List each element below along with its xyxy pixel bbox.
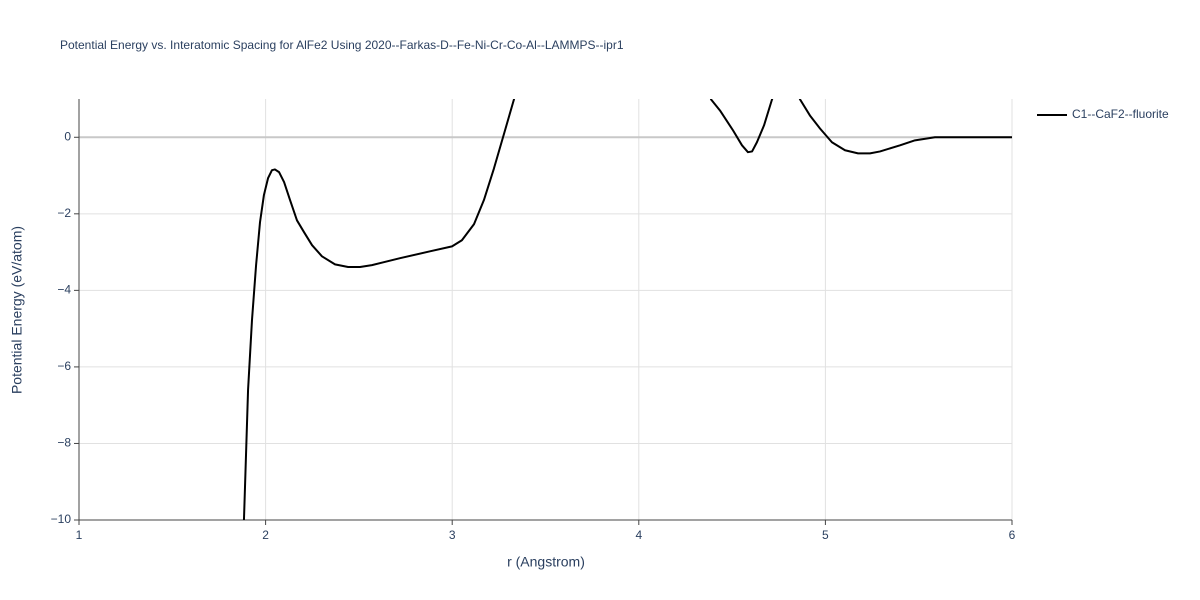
x-tick-label: 5 [822, 528, 829, 542]
y-tick-label: 0 [64, 129, 71, 143]
y-tick-label: −6 [57, 359, 71, 373]
plot-area [242, 99, 1012, 520]
legend-label: C1--CaF2--fluorite [1072, 107, 1169, 121]
x-tick-label: 4 [635, 528, 642, 542]
y-tick-label: −4 [57, 283, 71, 297]
x-tick-label: 1 [76, 528, 83, 542]
x-axis-label: r (Angstrom) [507, 554, 585, 570]
y-axis-label: Potential Energy (eV/atom) [9, 226, 25, 394]
x-tick-label: 3 [449, 528, 456, 542]
y-tick-label: −2 [57, 206, 71, 220]
chart-title: Potential Energy vs. Interatomic Spacing… [60, 38, 624, 52]
line-series [242, 99, 1012, 520]
x-tick-label: 6 [1009, 528, 1016, 542]
y-tick-label: −8 [57, 436, 71, 450]
x-tick-label: 2 [262, 528, 269, 542]
y-tick-label: −10 [51, 512, 72, 526]
